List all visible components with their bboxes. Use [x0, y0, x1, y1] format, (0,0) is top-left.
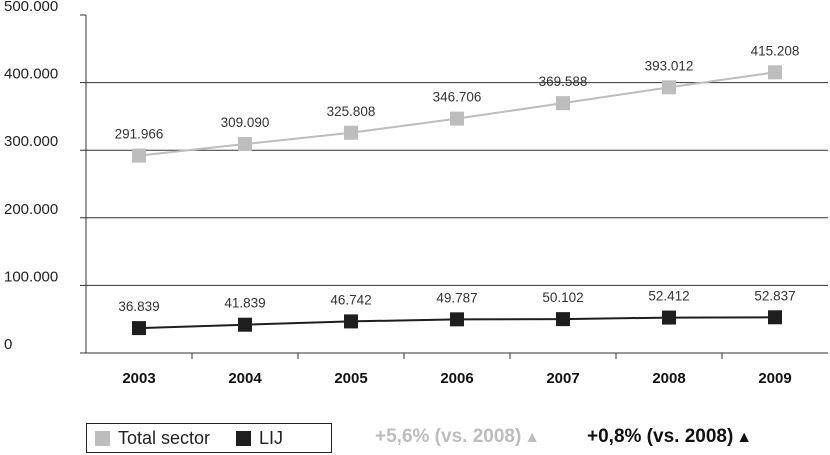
x-tick-label: 2006 — [440, 370, 473, 387]
data-point-total-sector — [768, 65, 782, 80]
data-point-total-sector — [556, 96, 570, 111]
y-tick-label: 300.000 — [4, 133, 58, 150]
data-label-lij: 49.787 — [436, 290, 477, 305]
line-chart: 0 100.000 200.000 300.000 400.000 500.000 2003… — [4, 0, 828, 387]
legend: Total sector LIJ — [86, 423, 332, 453]
legend-label-total-sector: Total sector — [118, 427, 211, 448]
data-label-lij: 36.839 — [118, 299, 159, 314]
data-point-total-sector — [238, 137, 252, 152]
data-point-lij — [556, 312, 570, 327]
y-tick-label: 400.000 — [4, 66, 58, 83]
data-point-lij — [450, 312, 464, 327]
data-label-total-sector: 393.012 — [645, 58, 694, 73]
x-tick-label: 2007 — [546, 370, 579, 387]
y-tick-label: 100.000 — [4, 268, 58, 285]
x-tick-label: 2005 — [334, 370, 367, 387]
data-label-total-sector: 291.966 — [115, 127, 164, 142]
up-triangle-icon: ▲ — [524, 429, 541, 446]
data-label-total-sector: 309.090 — [221, 115, 270, 130]
x-tick-label: 2004 — [228, 370, 262, 387]
y-tick-label: 200.000 — [4, 201, 58, 218]
data-point-total-sector — [344, 125, 358, 140]
data-label-lij: 52.412 — [648, 289, 689, 304]
data-label-lij: 41.839 — [224, 296, 265, 311]
up-triangle-icon: ▲ — [736, 429, 753, 446]
data-point-total-sector — [662, 80, 676, 95]
y-tick-label: 500.000 — [4, 0, 58, 15]
data-label-total-sector: 415.208 — [751, 43, 800, 58]
data-label-total-sector: 325.808 — [327, 104, 376, 119]
data-label-lij: 50.102 — [542, 290, 583, 305]
change-lij: +0,8% (vs. 2008) ▲ — [587, 426, 752, 448]
data-point-lij — [768, 310, 782, 325]
data-label-total-sector: 346.706 — [433, 90, 482, 105]
data-label-lij: 52.837 — [754, 288, 795, 303]
change-lij-text: +0,8% (vs. 2008) — [587, 426, 734, 447]
data-point-total-sector — [132, 148, 146, 163]
x-tick-label: 2009 — [758, 370, 791, 387]
data-point-lij — [344, 314, 358, 329]
data-point-lij — [662, 310, 676, 325]
data-point-lij — [132, 321, 146, 336]
change-total-sector-text: +5,6% (vs. 2008) — [375, 426, 522, 447]
data-point-total-sector — [450, 111, 464, 126]
x-tick-label: 2008 — [652, 370, 685, 387]
x-tick-label: 2003 — [122, 370, 155, 387]
data-label-lij: 46.742 — [330, 292, 371, 307]
data-point-lij — [238, 317, 252, 332]
legend-label-lij: LIJ — [259, 427, 284, 448]
y-tick-label: 0 — [4, 336, 12, 353]
legend-swatch-lij — [236, 430, 252, 446]
change-total-sector: +5,6% (vs. 2008) ▲ — [375, 426, 540, 448]
legend-swatch-total-sector — [95, 430, 110, 446]
data-label-total-sector: 369.588 — [539, 74, 588, 89]
